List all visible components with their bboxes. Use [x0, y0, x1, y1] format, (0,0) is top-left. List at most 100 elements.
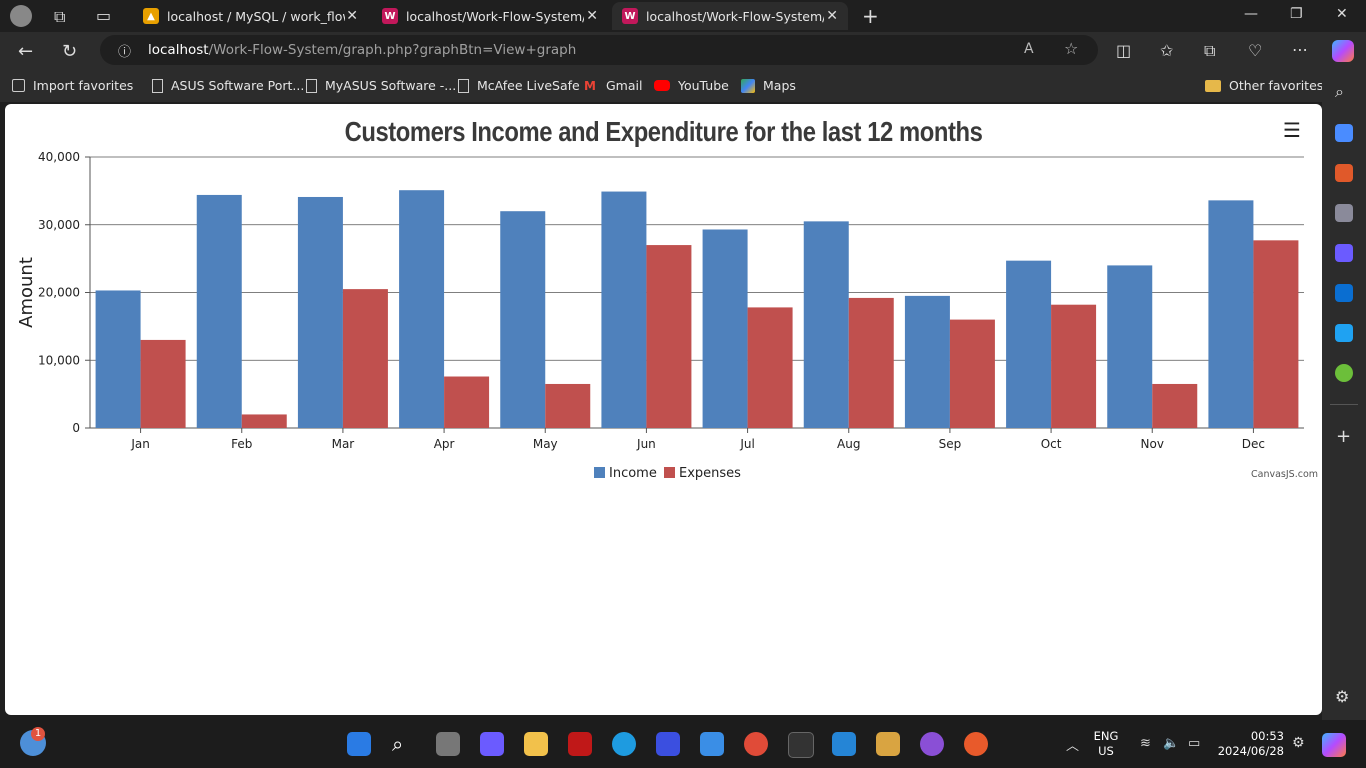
wifi-icon[interactable]: ≋ [1140, 736, 1151, 751]
tab-phpmyadmin[interactable]: ▲ localhost / MySQL / work_flow_sy ✕ [133, 2, 368, 30]
favorite-star-icon[interactable]: ☆ [1064, 39, 1079, 58]
copilot-taskbar-icon[interactable] [1322, 733, 1346, 757]
tab-actions-icon[interactable]: ▭ [96, 6, 112, 25]
bar-income-dec [1208, 200, 1254, 428]
read-aloud-icon[interactable]: A [1024, 41, 1034, 57]
bar-income-jun [601, 191, 647, 428]
y-axis-label: Amount [16, 257, 37, 328]
address-bar[interactable]: ⓘ localhost/Work-Flow-System/graph.php?g… [100, 35, 1098, 65]
new-tab-icon[interactable]: + [862, 4, 879, 28]
back-icon[interactable]: ← [18, 41, 34, 62]
x-tick-label: Mar [332, 437, 355, 451]
bar-expenses-apr [444, 376, 490, 428]
add-sidebar-icon[interactable]: + [1336, 426, 1352, 447]
y-tick-label: 0 [72, 421, 80, 435]
tree-icon[interactable] [1335, 364, 1353, 382]
tab-title: localhost/Work-Flow-System/set [406, 8, 584, 24]
canvasjs-credit[interactable]: CanvasJS.com [1251, 469, 1319, 480]
meet-icon[interactable] [480, 732, 504, 756]
refresh-icon[interactable]: ↻ [62, 41, 78, 62]
tab-graph-page[interactable]: W localhost/Work-Flow-System/gra ✕ [612, 2, 848, 30]
site-info-icon[interactable]: ⓘ [118, 45, 132, 60]
folder-icon [1205, 79, 1221, 92]
performance-icon[interactable]: ♡ [1248, 41, 1263, 60]
start-icon[interactable] [347, 732, 371, 756]
bar-chart: 0 10,000 20,000 30,000 40,000 Amount Jan Feb Mar… [16, 150, 1304, 481]
search-icon[interactable]: ⌕ [1335, 82, 1344, 101]
bar-expenses-jun [646, 245, 692, 428]
bar-income-feb [196, 194, 242, 428]
bar-expenses-dec [1253, 240, 1299, 428]
favorite-mcafee[interactable]: McAfee LiveSafe [458, 78, 580, 93]
show-hidden-icons-icon[interactable]: ︿ [1066, 739, 1080, 754]
clock[interactable]: 00:53 2024/06/28 [1217, 729, 1284, 758]
github-icon[interactable] [920, 732, 944, 756]
page-icon [306, 78, 317, 93]
tools-icon[interactable] [1335, 164, 1353, 182]
vscode-icon[interactable] [832, 732, 856, 756]
x-tick-label: Sep [939, 437, 962, 451]
x-tick-label: Jun [636, 437, 656, 451]
favorite-youtube[interactable]: YouTube [654, 78, 729, 93]
bar-income-nov [1107, 265, 1153, 428]
mcafee-icon[interactable] [568, 732, 592, 756]
url-text[interactable]: localhost/Work-Flow-System/graph.php?gra… [148, 42, 577, 58]
games-icon[interactable] [1335, 204, 1353, 222]
telegram-icon[interactable] [1335, 324, 1353, 342]
close-tab-icon[interactable]: ✕ [346, 8, 358, 24]
outlook-icon[interactable] [1335, 284, 1353, 302]
volume-icon[interactable]: 🔈 [1163, 736, 1180, 751]
more-options-icon[interactable]: ⋯ [1292, 40, 1308, 59]
edge-icon[interactable] [612, 732, 636, 756]
close-tab-icon[interactable]: ✕ [826, 8, 838, 24]
profile-avatar-icon[interactable] [10, 5, 32, 27]
chrome-icon[interactable] [744, 732, 768, 756]
bar-income-aug [803, 221, 849, 428]
workspaces-icon[interactable]: ⧉ [54, 7, 66, 26]
myasus-icon[interactable] [656, 732, 680, 756]
legend-swatch-income [594, 467, 605, 478]
language-indicator[interactable]: ENG US [1093, 729, 1119, 758]
other-favorites[interactable]: Other favorites [1205, 78, 1323, 93]
chart-title: Customers Income and Expenditure for the… [344, 116, 983, 147]
legend-label-income: Income [609, 466, 657, 481]
task-view-icon[interactable] [436, 732, 460, 756]
git-icon[interactable] [876, 732, 900, 756]
bar-income-apr [399, 190, 445, 428]
collections-icon[interactable]: ⧉ [1204, 41, 1216, 60]
file-explorer-icon[interactable] [524, 732, 548, 756]
bar-income-jan [95, 290, 141, 428]
tab-title: localhost / MySQL / work_flow_sy [167, 8, 345, 24]
favorite-maps[interactable]: Maps [741, 78, 796, 93]
notification-icon[interactable]: ⚙ [1292, 735, 1305, 751]
favorites-icon[interactable]: ✩ [1160, 41, 1174, 60]
chart-menu-icon[interactable]: ☰ [1283, 118, 1301, 142]
sidebar-divider [1330, 404, 1358, 405]
split-screen-icon[interactable]: ◫ [1116, 41, 1132, 60]
sidebar-settings-icon[interactable]: ⚙ [1335, 687, 1350, 706]
copilot-icon[interactable] [1332, 40, 1354, 62]
terminal-icon[interactable] [788, 732, 814, 758]
restore-icon[interactable]: ❐ [1290, 6, 1303, 22]
copilot-sidebar-icon[interactable] [1335, 244, 1353, 262]
favorite-import[interactable]: Import favorites [12, 78, 133, 93]
store-icon[interactable] [700, 732, 724, 756]
page-icon [458, 78, 469, 93]
close-window-icon[interactable]: ✕ [1336, 6, 1348, 22]
battery-icon[interactable]: ▭ [1188, 736, 1201, 751]
search-taskbar-icon[interactable]: ⌕ [392, 732, 404, 756]
x-tick-label: Jan [130, 437, 150, 451]
close-tab-icon[interactable]: ✕ [586, 8, 598, 24]
favorite-asus-portal[interactable]: ASUS Software Port... [152, 78, 304, 93]
tab-settings-page[interactable]: W localhost/Work-Flow-System/set ✕ [372, 2, 608, 30]
shopping-icon[interactable] [1335, 124, 1353, 142]
bar-expenses-feb [241, 414, 287, 428]
bar-income-oct [1006, 260, 1052, 428]
bar-expenses-mar [342, 289, 388, 428]
brave-icon[interactable] [964, 732, 988, 756]
favorite-gmail[interactable]: M Gmail [584, 78, 643, 93]
page-content: Customers Income and Expenditure for the… [5, 104, 1322, 715]
x-tick-label: Apr [434, 437, 455, 451]
favorite-myasus[interactable]: MyASUS Software -... [306, 78, 456, 93]
minimize-icon[interactable]: — [1244, 6, 1258, 22]
